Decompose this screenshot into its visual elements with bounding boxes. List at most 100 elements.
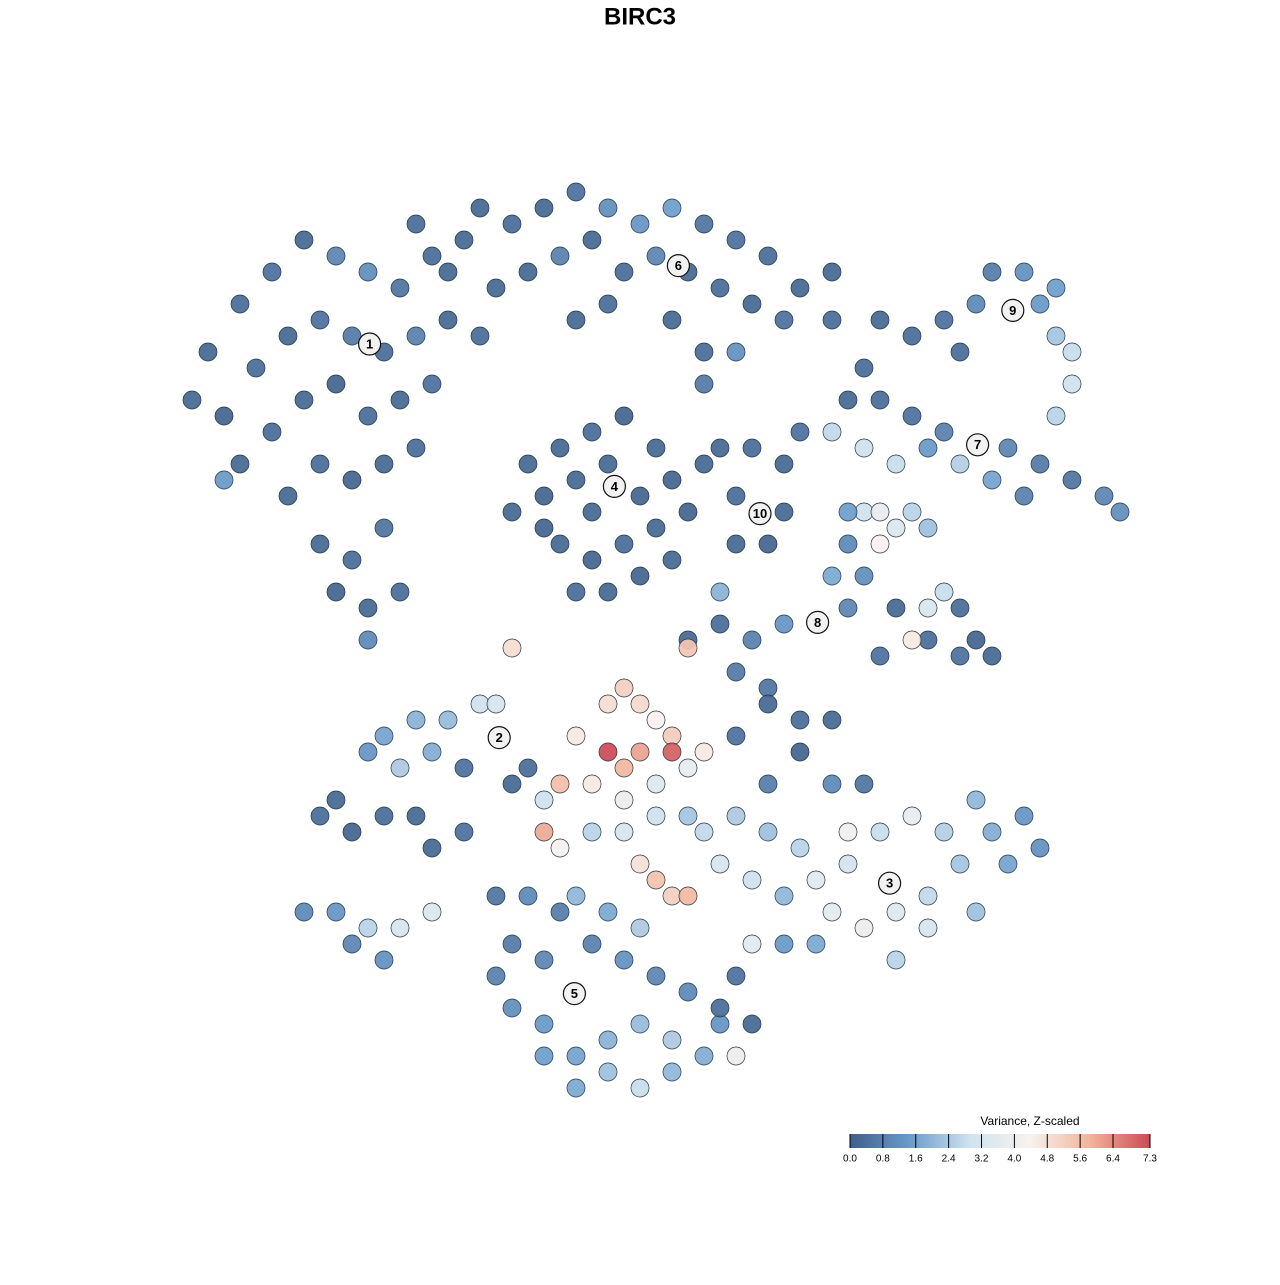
- point: [950, 854, 970, 874]
- point: [950, 646, 970, 666]
- point: [678, 502, 698, 522]
- cluster-label: 1: [366, 336, 373, 351]
- point: [662, 198, 682, 218]
- point: [326, 374, 346, 394]
- point: [486, 278, 506, 298]
- point: [758, 534, 778, 554]
- cluster-label-badge: [562, 981, 587, 1006]
- point: [486, 966, 506, 986]
- colorbar-title: Variance, Z-scaled: [980, 1114, 1079, 1128]
- point: [918, 518, 938, 538]
- point: [614, 790, 634, 810]
- point: [390, 918, 410, 938]
- point: [582, 550, 602, 570]
- point: [726, 806, 746, 826]
- point: [678, 982, 698, 1002]
- point: [550, 902, 570, 922]
- point: [502, 638, 522, 658]
- point: [966, 902, 986, 922]
- point: [534, 518, 554, 538]
- point: [838, 534, 858, 554]
- point: [262, 422, 282, 442]
- point: [1014, 806, 1034, 826]
- cluster-label: 5: [571, 986, 578, 1001]
- cluster-label-badge: [487, 725, 511, 750]
- point: [790, 742, 810, 762]
- point: [422, 374, 442, 394]
- point: [742, 934, 762, 954]
- point: [950, 342, 970, 362]
- point: [630, 1078, 650, 1098]
- point: [726, 966, 746, 986]
- point: [470, 326, 490, 346]
- point: [694, 742, 714, 762]
- point: [774, 502, 794, 522]
- point: [230, 454, 250, 474]
- point: [246, 358, 266, 378]
- point: [534, 950, 554, 970]
- point: [406, 806, 426, 826]
- point: [758, 822, 778, 842]
- point: [870, 390, 890, 410]
- point: [502, 502, 522, 522]
- point: [358, 918, 378, 938]
- point: [598, 1062, 618, 1082]
- point: [918, 598, 938, 618]
- point: [342, 550, 362, 570]
- point: [966, 630, 986, 650]
- point: [758, 774, 778, 794]
- point: [614, 406, 634, 426]
- point: [310, 310, 330, 330]
- point: [262, 262, 282, 282]
- point: [822, 310, 842, 330]
- point: [822, 902, 842, 922]
- point: [870, 502, 890, 522]
- point: [614, 950, 634, 970]
- point: [694, 454, 714, 474]
- point: [934, 310, 954, 330]
- point: [582, 230, 602, 250]
- point: [598, 694, 618, 714]
- point: [1062, 342, 1082, 362]
- point: [710, 1014, 730, 1034]
- point: [662, 1030, 682, 1050]
- point: [726, 342, 746, 362]
- point: [774, 614, 794, 634]
- cluster-label-badge: [358, 332, 382, 356]
- point: [678, 638, 698, 658]
- point: [646, 774, 666, 794]
- point: [838, 502, 858, 522]
- point: [902, 630, 922, 650]
- point: [598, 1030, 618, 1050]
- point: [790, 838, 810, 858]
- point: [566, 726, 586, 746]
- point: [614, 534, 634, 554]
- point: [710, 582, 730, 602]
- point: [742, 870, 762, 890]
- point: [630, 854, 650, 874]
- point: [726, 534, 746, 554]
- point: [646, 710, 666, 730]
- cluster-label: 6: [675, 258, 682, 273]
- cluster-label: 7: [974, 437, 981, 452]
- point: [566, 470, 586, 490]
- point: [662, 886, 682, 906]
- point: [902, 326, 922, 346]
- point: [822, 774, 842, 794]
- point: [726, 726, 746, 746]
- point: [966, 790, 986, 810]
- point: [918, 630, 938, 650]
- point: [454, 230, 474, 250]
- point: [726, 662, 746, 682]
- point: [614, 678, 634, 698]
- point: [438, 262, 458, 282]
- point: [294, 230, 314, 250]
- point: [678, 886, 698, 906]
- point: [822, 710, 842, 730]
- point: [294, 390, 314, 410]
- point: [534, 790, 554, 810]
- point: [854, 774, 874, 794]
- point: [598, 582, 618, 602]
- point: [566, 582, 586, 602]
